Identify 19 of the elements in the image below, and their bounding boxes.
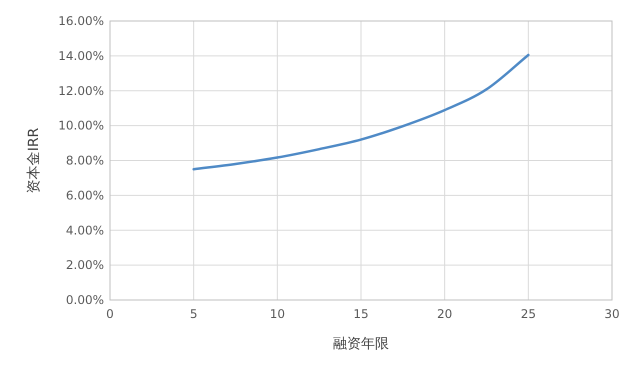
y-tick-label: 4.00% (66, 223, 104, 238)
x-tick-label: 5 (190, 307, 198, 321)
x-tick-label: 30 (604, 307, 620, 321)
y-tick-label: 14.00% (58, 48, 104, 63)
y-tick-label: 16.00% (58, 14, 104, 28)
x-tick-label: 15 (353, 307, 369, 321)
y-tick-label: 0.00% (66, 293, 104, 307)
x-axis-title: 融资年限 (333, 336, 389, 352)
x-tick-label: 10 (270, 307, 285, 321)
x-tick-label: 0 (106, 307, 114, 321)
y-tick-label: 2.00% (66, 258, 104, 272)
x-tick-label: 20 (437, 307, 452, 321)
y-tick-label: 6.00% (66, 188, 104, 202)
y-tick-label: 12.00% (58, 84, 104, 98)
y-tick-label: 10.00% (58, 118, 104, 133)
x-tick-label: 25 (520, 307, 536, 321)
y-tick-label: 8.00% (66, 154, 104, 168)
y-axis-title: 资本金IRR (26, 127, 42, 194)
line-series (192, 54, 530, 170)
